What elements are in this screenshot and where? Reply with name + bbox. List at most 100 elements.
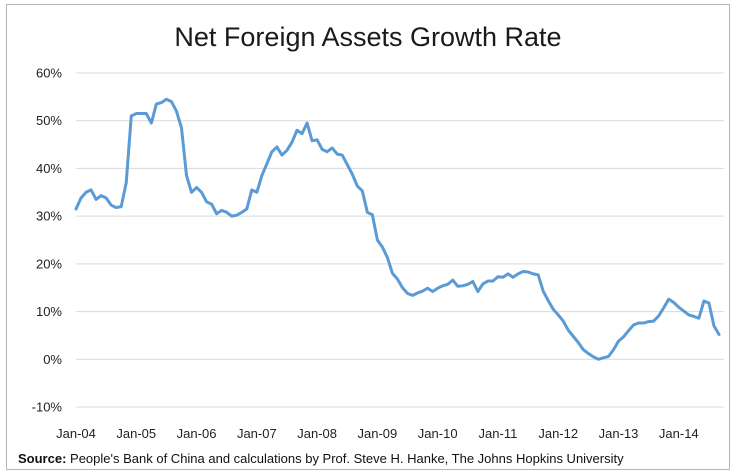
data-point bbox=[285, 149, 289, 152]
data-point bbox=[627, 329, 630, 332]
data-point bbox=[712, 324, 716, 328]
data-point bbox=[290, 140, 294, 144]
data-point bbox=[612, 348, 615, 351]
data-point bbox=[245, 207, 248, 211]
data-point bbox=[496, 275, 500, 278]
x-tick-label: Jan-07 bbox=[237, 426, 277, 441]
data-point bbox=[210, 203, 213, 206]
data-point bbox=[692, 315, 696, 318]
data-point bbox=[642, 321, 645, 325]
data-point bbox=[295, 129, 299, 132]
data-point bbox=[677, 306, 680, 309]
data-point bbox=[180, 126, 183, 130]
data-point bbox=[160, 101, 163, 104]
x-tick-label: Jan-14 bbox=[659, 426, 699, 441]
y-tick-label: 30% bbox=[36, 209, 62, 224]
series-points bbox=[74, 98, 721, 361]
data-point bbox=[602, 356, 605, 360]
data-point bbox=[426, 286, 429, 290]
data-point bbox=[717, 333, 721, 336]
data-point bbox=[632, 323, 635, 327]
data-point bbox=[381, 245, 384, 249]
y-tick-label: 50% bbox=[36, 113, 62, 128]
data-point bbox=[617, 339, 620, 343]
data-point bbox=[667, 297, 670, 301]
source-label: Source: bbox=[18, 451, 67, 466]
data-point bbox=[230, 214, 233, 218]
data-point bbox=[506, 272, 510, 276]
data-point bbox=[205, 200, 208, 204]
data-point bbox=[536, 273, 540, 277]
data-point bbox=[526, 270, 530, 274]
data-point bbox=[466, 283, 470, 286]
data-point bbox=[240, 211, 243, 214]
data-point bbox=[270, 150, 274, 153]
series-line bbox=[74, 97, 721, 361]
data-point bbox=[491, 279, 495, 283]
data-point bbox=[305, 121, 309, 125]
data-point bbox=[672, 301, 675, 304]
data-point bbox=[325, 150, 329, 153]
y-tick-label: 20% bbox=[36, 256, 62, 271]
data-point bbox=[225, 211, 228, 214]
data-point bbox=[155, 102, 158, 106]
data-point bbox=[567, 328, 570, 332]
data-point bbox=[421, 289, 424, 293]
data-point bbox=[531, 272, 535, 276]
data-point bbox=[145, 112, 148, 115]
data-point bbox=[366, 211, 369, 214]
data-point bbox=[406, 292, 409, 295]
data-point bbox=[702, 299, 706, 303]
x-tick-label: Jan-04 bbox=[56, 426, 96, 441]
data-point bbox=[652, 319, 655, 323]
data-point bbox=[114, 206, 118, 209]
chart-frame bbox=[6, 4, 730, 470]
y-axis-ticks: -10% 0% 10% 20% 30% 40% 50% 60% bbox=[32, 66, 63, 415]
data-point bbox=[597, 358, 600, 361]
data-point bbox=[436, 286, 439, 290]
data-point bbox=[471, 280, 475, 283]
data-point bbox=[446, 283, 449, 286]
data-point bbox=[150, 121, 153, 125]
x-tick-label: Jan-09 bbox=[358, 426, 398, 441]
data-point bbox=[411, 294, 414, 297]
data-point bbox=[195, 186, 198, 189]
data-point bbox=[647, 320, 650, 323]
data-point bbox=[140, 112, 143, 115]
data-point bbox=[361, 189, 364, 193]
data-point bbox=[341, 153, 344, 157]
data-point bbox=[265, 162, 269, 165]
data-point bbox=[130, 114, 133, 118]
data-point bbox=[351, 172, 354, 176]
data-point bbox=[682, 309, 686, 313]
x-axis-ticks: Jan-04 Jan-05 Jan-06 Jan-07 Jan-08 Jan-09 Jan-… bbox=[56, 426, 699, 441]
data-point bbox=[185, 174, 188, 177]
data-point bbox=[275, 145, 279, 149]
data-point bbox=[170, 100, 173, 103]
data-point bbox=[546, 299, 550, 302]
data-point bbox=[572, 335, 575, 338]
data-point bbox=[356, 184, 359, 188]
data-point bbox=[416, 291, 419, 295]
x-tick-label: Jan-10 bbox=[418, 426, 458, 441]
data-point bbox=[697, 317, 701, 320]
data-point bbox=[592, 355, 595, 359]
data-point bbox=[481, 282, 485, 286]
data-point bbox=[175, 109, 178, 113]
data-point bbox=[657, 314, 660, 318]
data-point bbox=[315, 138, 319, 141]
data-point bbox=[346, 163, 349, 166]
data-point bbox=[336, 152, 339, 156]
y-tick-label: 0% bbox=[43, 352, 62, 367]
data-point bbox=[461, 284, 464, 288]
data-point bbox=[476, 290, 480, 293]
data-point bbox=[109, 203, 113, 207]
data-point bbox=[396, 277, 399, 281]
data-point bbox=[687, 313, 691, 317]
data-point bbox=[607, 355, 610, 358]
y-tick-label: 60% bbox=[36, 66, 62, 81]
x-tick-label: Jan-12 bbox=[538, 426, 578, 441]
data-point bbox=[552, 307, 555, 311]
data-point bbox=[456, 285, 459, 288]
data-point bbox=[371, 213, 374, 216]
